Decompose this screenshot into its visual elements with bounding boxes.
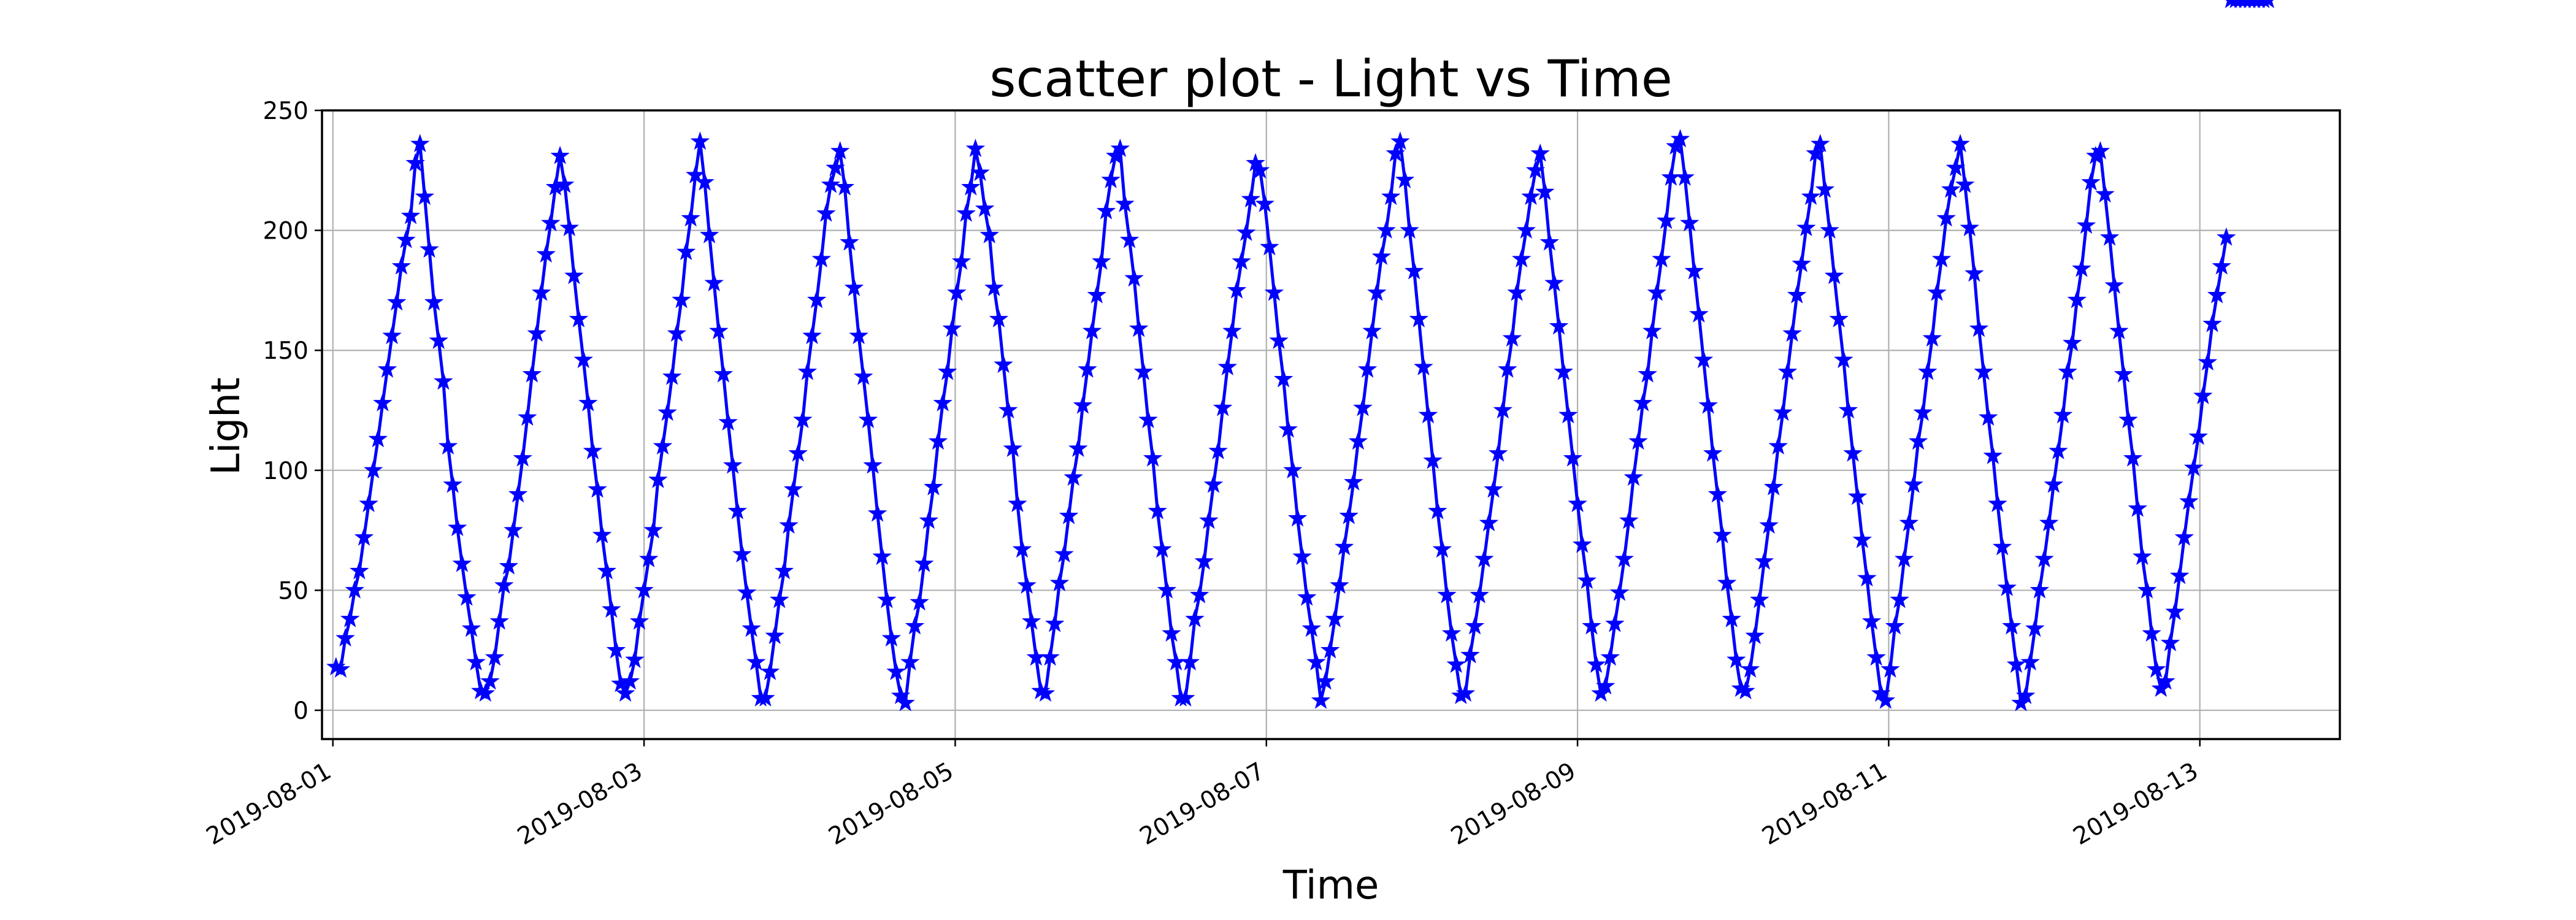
y-tick-label: 100 bbox=[263, 458, 309, 485]
y-tick-label: 50 bbox=[278, 577, 309, 605]
data-point bbox=[1311, 691, 1330, 709]
x-tick-label: 2019-08-13 bbox=[2069, 757, 2203, 851]
y-tick-label: 150 bbox=[263, 337, 309, 365]
x-axis-title: Time bbox=[1282, 863, 1379, 908]
y-axis-title: Light bbox=[204, 377, 249, 475]
plot-frame bbox=[321, 109, 2341, 740]
data-point bbox=[481, 672, 499, 689]
x-tick-label: 2019-08-03 bbox=[513, 757, 647, 851]
x-tick-label: 2019-08-09 bbox=[1446, 757, 1581, 851]
y-tick-label: 250 bbox=[263, 98, 309, 125]
axis-ticks: 2019-08-01 2019-08-03 2019-08-05 2019-08-07… bbox=[202, 98, 2203, 851]
x-tick-label: 2019-08-07 bbox=[1135, 757, 1270, 851]
y-tick-label: 0 bbox=[293, 697, 309, 725]
series-layer bbox=[327, 0, 2278, 711]
chart-title: scatter plot - Light vs Time bbox=[989, 49, 1673, 109]
y-tick-label: 200 bbox=[263, 218, 309, 245]
series-line bbox=[335, 137, 2228, 705]
x-tick-label: 2019-08-01 bbox=[202, 757, 336, 851]
x-tick-label: 2019-08-11 bbox=[1758, 757, 1892, 851]
x-tick-label: 2019-08-05 bbox=[824, 757, 959, 851]
